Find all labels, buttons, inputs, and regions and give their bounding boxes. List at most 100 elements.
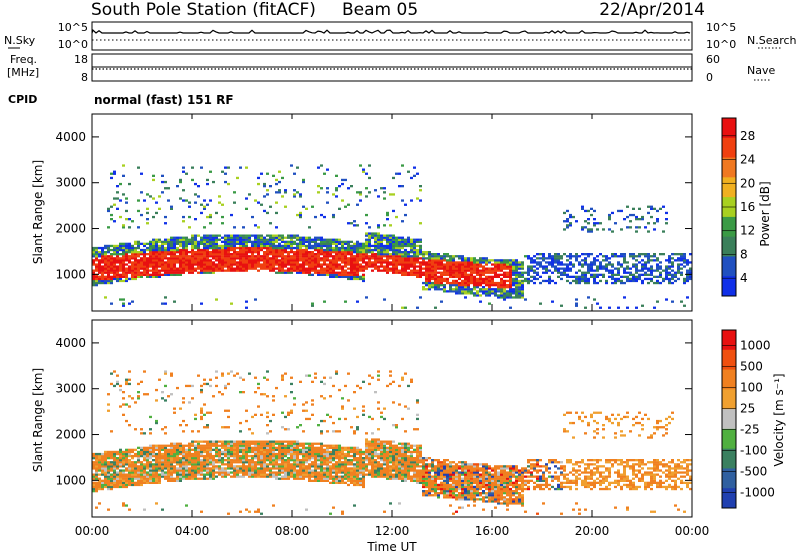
- echo-cell: [263, 448, 266, 451]
- echo-cell: [143, 508, 146, 511]
- echo-cell: [527, 273, 530, 276]
- echo-cell: [95, 471, 98, 474]
- echo-cell: [365, 246, 368, 250]
- echo-cell: [170, 473, 173, 476]
- echo-cell: [341, 450, 344, 454]
- echo-cell: [251, 242, 254, 245]
- echo-cell: [473, 279, 476, 283]
- echo-cell: [197, 477, 200, 480]
- echo-cell: [488, 271, 491, 274]
- echo-cell: [461, 265, 464, 268]
- echo-cell: [164, 372, 167, 375]
- echo-cell: [281, 440, 284, 443]
- echo-cell: [599, 253, 602, 256]
- echo-cell: [254, 255, 257, 258]
- echo-cell: [446, 269, 449, 272]
- echo-cell: [98, 255, 101, 258]
- echo-cell: [341, 448, 344, 451]
- echo-cell: [242, 446, 245, 449]
- echo-cell: [527, 255, 530, 258]
- echo-cell: [335, 257, 338, 260]
- echo-cell: [125, 419, 128, 423]
- echo-cell: [290, 257, 293, 260]
- echo-cell: [227, 461, 230, 464]
- echo-cell: [116, 450, 119, 454]
- echo-cell: [200, 255, 203, 258]
- echo-cell: [488, 281, 491, 285]
- echo-cell: [278, 446, 281, 449]
- echo-cell: [116, 483, 119, 487]
- echo-cell: [425, 267, 428, 270]
- echo-cell: [326, 446, 329, 449]
- echo-cell: [359, 193, 362, 196]
- echo-cell: [440, 267, 443, 270]
- echo-cell: [215, 376, 218, 379]
- echo-cell: [260, 244, 263, 248]
- echo-cell: [626, 215, 629, 219]
- echo-cell: [584, 226, 587, 229]
- echo-cell: [143, 251, 146, 254]
- echo-cell: [98, 481, 101, 484]
- echo-cell: [209, 240, 212, 243]
- echo-cell: [659, 261, 662, 264]
- echo-cell: [176, 471, 179, 474]
- echo-cell: [470, 290, 473, 293]
- echo-cell: [401, 240, 404, 243]
- echo-cell: [386, 269, 389, 272]
- echo-cell: [461, 273, 464, 276]
- echo-cell: [128, 465, 131, 468]
- echo-cell: [317, 185, 320, 188]
- echo-cell: [155, 481, 158, 484]
- echo-cell: [341, 397, 344, 400]
- echo-cell: [260, 238, 263, 241]
- echo-cell: [431, 286, 434, 289]
- echo-cell: [683, 304, 686, 307]
- echo-cell: [335, 261, 338, 264]
- echo-cell: [212, 469, 215, 472]
- echo-cell: [161, 267, 164, 270]
- echo-cell: [257, 463, 260, 466]
- echo-cell: [245, 263, 248, 266]
- echo-cell: [263, 182, 266, 186]
- echo-cell: [248, 459, 251, 462]
- echo-cell: [152, 259, 155, 262]
- echo-cell: [236, 176, 239, 180]
- echo-cell: [236, 253, 239, 256]
- echo-cell: [605, 263, 608, 266]
- echo-cell: [164, 271, 167, 274]
- echo-cell: [455, 279, 458, 283]
- echo-cell: [653, 306, 656, 309]
- echo-cell: [197, 234, 200, 237]
- echo-cell: [332, 246, 335, 250]
- echo-cell: [179, 452, 182, 456]
- echo-cell: [161, 475, 164, 478]
- echo-cell: [341, 255, 344, 258]
- echo-cell: [413, 255, 416, 258]
- echo-cell: [623, 269, 626, 272]
- echo-cell: [659, 207, 662, 210]
- echo-cell: [308, 273, 311, 276]
- echo-cell: [488, 267, 491, 270]
- echo-cell: [581, 265, 584, 268]
- echo-cell: [317, 269, 320, 272]
- echo-cell: [284, 446, 287, 449]
- echo-cell: [596, 273, 599, 276]
- echo-cell: [371, 234, 374, 237]
- echo-cell: [245, 300, 248, 303]
- echo-cell: [98, 279, 101, 283]
- echo-cell: [221, 374, 224, 377]
- echo-cell: [218, 467, 221, 470]
- echo-cell: [131, 269, 134, 272]
- echo-cell: [164, 448, 167, 451]
- echo-cell: [191, 238, 194, 241]
- echo-cell: [623, 257, 626, 260]
- echo-cell: [626, 306, 629, 309]
- echo-cell: [665, 273, 668, 276]
- echo-cell: [515, 263, 518, 266]
- echo-cell: [212, 236, 215, 239]
- echo-cell: [572, 263, 575, 266]
- echo-cell: [119, 483, 122, 487]
- echo-cell: [155, 469, 158, 472]
- echo-cell: [113, 263, 116, 266]
- echo-cell: [566, 218, 569, 221]
